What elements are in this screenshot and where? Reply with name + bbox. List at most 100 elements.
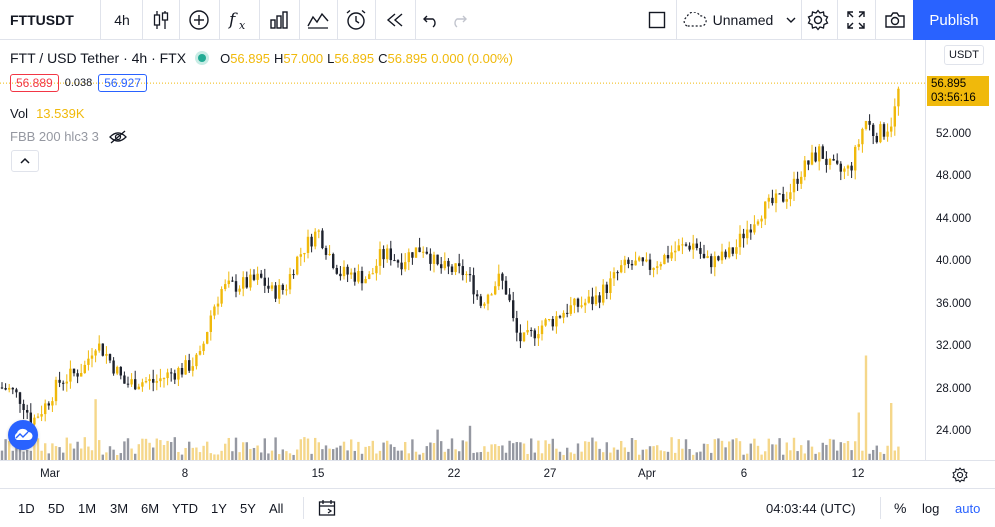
volume-bar: [170, 442, 173, 460]
volume-bar: [40, 450, 43, 460]
volume-bar: [800, 445, 803, 460]
settings-button[interactable]: [802, 0, 834, 40]
time-tick-label: Mar: [40, 468, 60, 480]
volume-bar: [706, 444, 709, 460]
volume-bar: [76, 441, 79, 460]
fullscreen-button[interactable]: [838, 0, 874, 40]
volume-bar: [659, 450, 662, 460]
toolbar-divider: [299, 0, 300, 40]
chart-settings-button[interactable]: [950, 465, 970, 485]
candles-icon: [153, 11, 169, 29]
volume-bar: [843, 443, 846, 460]
candle-body: [465, 274, 468, 276]
candle-body: [458, 263, 461, 267]
undo-button[interactable]: [418, 0, 444, 40]
indicator-legend: FBB 200 hlc3 3: [10, 129, 127, 144]
candle-body: [231, 280, 234, 282]
range-6m-button[interactable]: 6M: [141, 500, 160, 516]
volume-bar: [465, 441, 468, 460]
volume-bar: [875, 445, 878, 460]
volume-bar: [839, 442, 842, 460]
candle-body: [659, 264, 662, 267]
redo-button[interactable]: [446, 0, 472, 40]
volume-bar: [15, 446, 18, 460]
layout-name-button[interactable]: Unnamed: [677, 0, 801, 40]
range-5y-button[interactable]: 5Y: [240, 500, 256, 516]
price-tick-label: 48.000: [936, 170, 972, 183]
candle-body: [123, 375, 126, 384]
log-scale-button[interactable]: log: [922, 500, 940, 516]
candle-body: [335, 267, 338, 274]
volume-bar: [371, 440, 374, 460]
candle-body: [533, 330, 536, 339]
templates-button[interactable]: [300, 0, 336, 40]
volume-bar: [764, 451, 767, 460]
volume-bar: [504, 452, 508, 460]
interval-button[interactable]: 4h: [104, 0, 140, 40]
snapshot-button[interactable]: [876, 0, 913, 40]
collapse-legend-button[interactable]: [11, 150, 39, 172]
financials-button[interactable]: [260, 0, 298, 40]
range-1m-button[interactable]: 1M: [78, 500, 97, 516]
sell-price-button[interactable]: 56.889: [10, 74, 59, 92]
range-3m-button[interactable]: 3M: [110, 500, 129, 516]
volume-bar: [774, 444, 778, 460]
compare-button[interactable]: [180, 0, 218, 40]
range-5d-button[interactable]: 5D: [48, 500, 65, 516]
candle-body: [443, 260, 446, 269]
candle-body: [818, 146, 821, 162]
replay-button[interactable]: [376, 0, 414, 40]
bid-ask-row: 56.889 0.038 56.927: [10, 74, 147, 92]
volume-bar: [634, 440, 637, 460]
symbol-search-button[interactable]: FTTUSDT: [0, 0, 100, 40]
tradingview-logo[interactable]: [8, 420, 38, 450]
price-chart[interactable]: [0, 40, 925, 460]
candle-body: [548, 318, 551, 320]
volume-bar: [555, 448, 558, 460]
legend-change: 0.000 (0.00%): [431, 50, 513, 66]
volume-bar: [861, 450, 864, 460]
candle-body: [321, 230, 324, 249]
publish-button[interactable]: Publish: [913, 0, 995, 40]
volume-bar: [677, 439, 680, 460]
volume-bar: [263, 438, 266, 460]
candle-body: [807, 160, 810, 165]
candle-body: [83, 364, 86, 374]
timezone-clock[interactable]: 04:03:44 (UTC): [766, 500, 856, 516]
volume-bar: [306, 438, 310, 460]
chart-style-button[interactable]: [144, 0, 178, 40]
range-1y-button[interactable]: 1Y: [211, 500, 227, 516]
range-all-button[interactable]: All: [269, 500, 284, 516]
volume-bar: [573, 453, 576, 460]
currency-button[interactable]: USDT: [944, 45, 984, 65]
candle-body: [612, 272, 616, 279]
toolbar-divider: [875, 0, 876, 40]
price-tick-label: 28.000: [936, 382, 972, 395]
auto-scale-button[interactable]: auto: [955, 500, 981, 516]
candle-body: [742, 233, 745, 239]
volume-bar: [497, 445, 500, 460]
candle-body: [882, 124, 886, 137]
volume-bar: [630, 438, 634, 460]
candle-body: [116, 366, 119, 374]
time-axis[interactable]: Mar 8 15 22 27 Apr 6 12: [0, 460, 995, 488]
eye-hidden-icon[interactable]: [108, 130, 127, 144]
buy-price-button[interactable]: 56.927: [98, 74, 147, 92]
goto-date-button[interactable]: [318, 489, 336, 527]
volume-bar: [303, 437, 306, 460]
gear-icon: [807, 9, 829, 31]
range-1d-button[interactable]: 1D: [18, 500, 35, 516]
alert-button[interactable]: [338, 0, 374, 40]
candle-body: [695, 243, 698, 249]
chart-pane[interactable]: FTT / USD Tether · 4h · FTX O 56.895 H 57.…: [0, 40, 925, 460]
volume-bar: [882, 453, 886, 460]
candle-body: [396, 260, 400, 263]
percent-scale-button[interactable]: %: [894, 500, 907, 516]
candle-body: [76, 373, 79, 377]
range-ytd-button[interactable]: YTD: [172, 500, 198, 516]
volume-bar: [195, 447, 198, 460]
price-axis[interactable]: 6 USDT 52.00048.00044.00040.00036.00032.…: [925, 40, 995, 460]
fullscreen-layout-button[interactable]: [640, 0, 674, 40]
candle-body: [436, 254, 439, 265]
